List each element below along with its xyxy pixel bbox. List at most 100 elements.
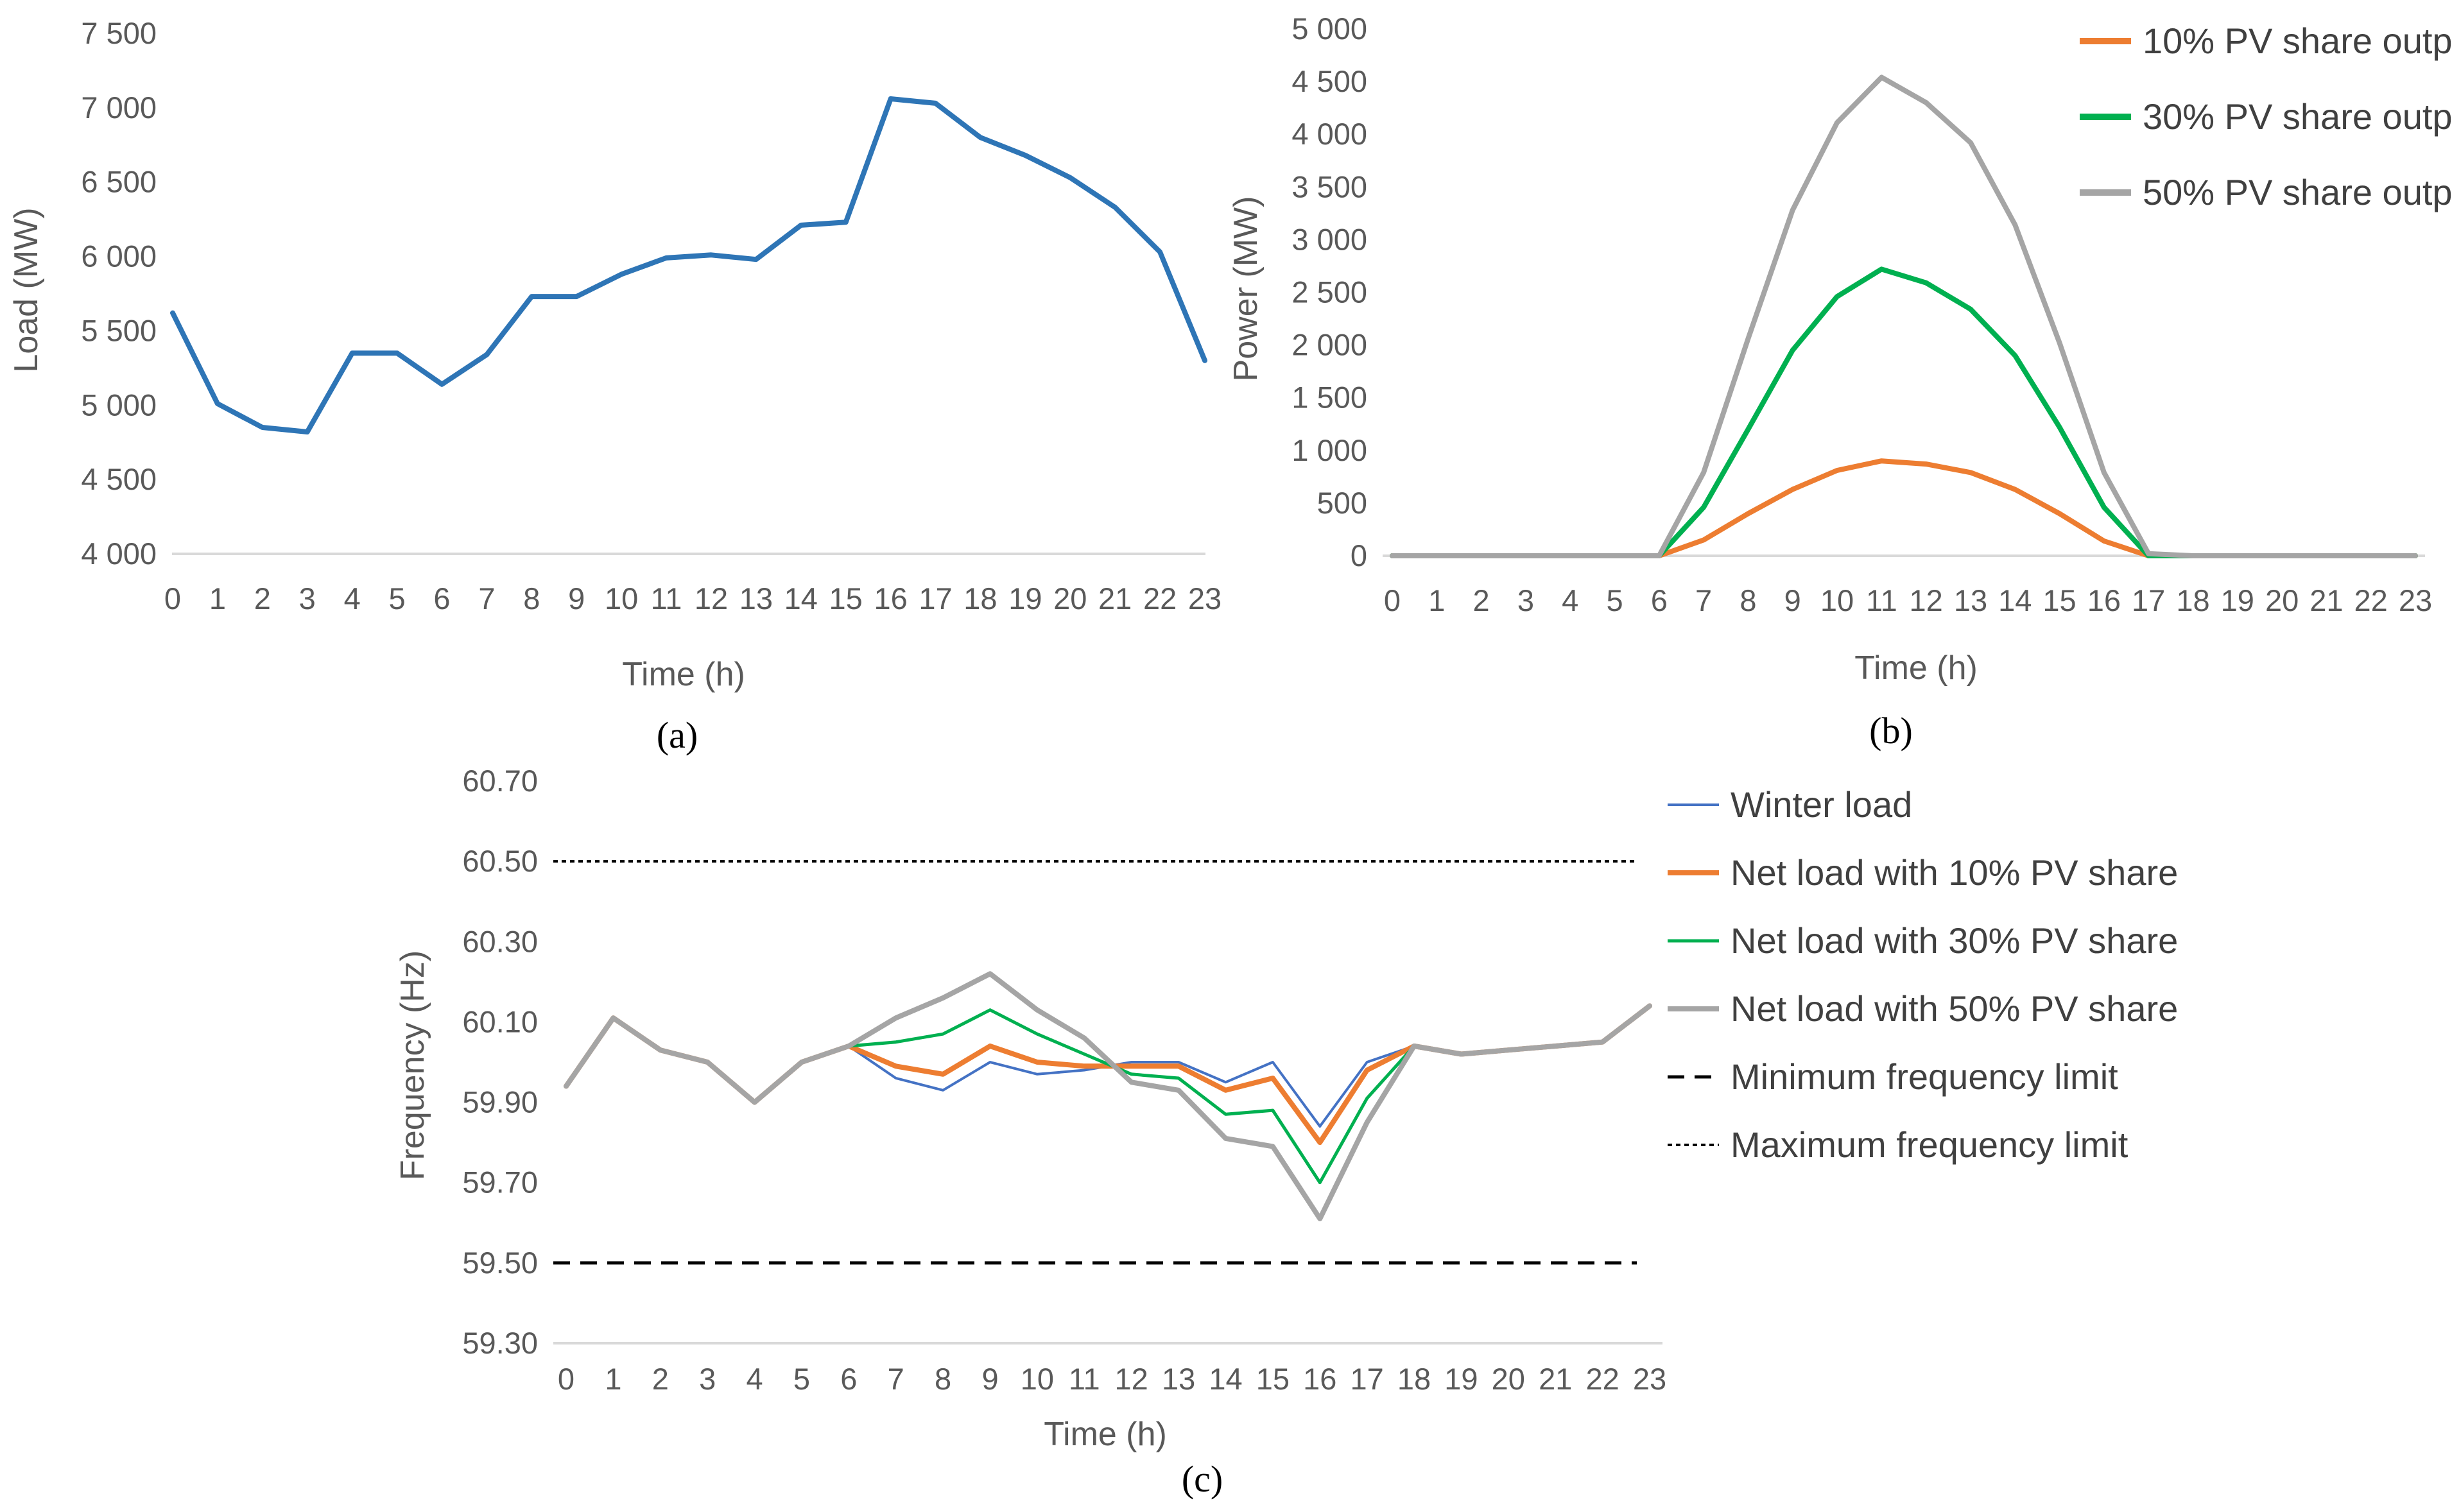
x-tick-label: 6	[840, 1362, 857, 1396]
x-tick-label: 22	[2354, 583, 2388, 617]
legend-label: 50% PV share output	[2143, 172, 2452, 212]
panel-caption: (c)	[1182, 1458, 1223, 1500]
x-tick-label: 19	[1444, 1362, 1478, 1396]
legend-label: Winter load	[1731, 784, 1912, 825]
legend-label: Minimum frequency limit	[1731, 1056, 2118, 1097]
y-tick-label: 1 500	[1291, 381, 1367, 415]
y-tick-label: 60.10	[462, 1004, 538, 1038]
chart-c: 59.30 59.50 59.70 59.90 60.10 60.30 60.50 60.70…	[394, 764, 2178, 1500]
x-tick-label: 21	[1098, 581, 1132, 615]
y-tick-label: 6 000	[81, 239, 157, 273]
legend-label: 10% PV share output	[2143, 21, 2452, 61]
y-tick-label: 59.50	[462, 1246, 538, 1280]
y-axis-title: Load (MW)	[8, 207, 45, 372]
x-tick-label: 18	[2176, 583, 2209, 617]
series-line-1	[1390, 266, 2418, 558]
y-tick-label: 5 500	[81, 313, 157, 347]
y-axis-title: Power (MW)	[1227, 196, 1265, 382]
chart-a: 4 000 4 500 5 000 5 500 6 000 6 500 7 000 7 500…	[8, 16, 1222, 756]
y-tick-label: 2 000	[1291, 328, 1367, 362]
x-tick-label: 4	[1562, 583, 1578, 617]
x-tick-label: 8	[523, 581, 540, 615]
x-tick-label: 18	[963, 581, 997, 615]
x-tick-label: 7	[888, 1362, 904, 1396]
y-tick-label: 2 500	[1291, 275, 1367, 309]
x-tick-label: 14	[1209, 1362, 1242, 1396]
y-tick-label: 4 000	[1291, 117, 1367, 151]
x-tick-label: 23	[2399, 583, 2432, 617]
x-tick-label: 8	[935, 1362, 951, 1396]
legend-label: Maximum frequency limit	[1731, 1124, 2128, 1165]
x-tick-label: 12	[1115, 1362, 1148, 1396]
x-tick-label: 21	[2310, 583, 2343, 617]
y-tick-label: 60.50	[462, 844, 538, 878]
x-tick-label: 6	[1651, 583, 1668, 617]
x-tick-label: 10	[1021, 1362, 1054, 1396]
x-tick-label: 4	[344, 581, 361, 615]
legend: 10% PV share output 30% PV share output 50…	[2080, 21, 2452, 212]
x-tick-label: 11	[651, 581, 682, 615]
x-tick-label: 3	[299, 581, 316, 615]
x-tick-label: 0	[558, 1362, 574, 1396]
x-tick-label: 19	[1008, 581, 1042, 615]
x-tick-label: 13	[739, 581, 773, 615]
series-line-3	[564, 971, 1652, 1221]
x-tick-label: 11	[1069, 1362, 1100, 1396]
x-tick-label: 23	[1188, 581, 1222, 615]
x-tick-label: 1	[209, 581, 226, 615]
y-tick-label: 6 500	[81, 165, 157, 199]
x-tick-label: 12	[1910, 583, 1943, 617]
x-tick-label: 23	[1633, 1362, 1666, 1396]
x-tick-label: 5	[793, 1362, 810, 1396]
y-tick-label: 5 000	[1291, 12, 1367, 46]
x-tick-label: 16	[1303, 1362, 1336, 1396]
y-tick-label: 60.30	[462, 924, 538, 958]
x-tick-label: 19	[2221, 583, 2254, 617]
x-tick-label: 3	[699, 1362, 716, 1396]
x-tick-label: 17	[919, 581, 952, 615]
y-tick-label: 7 500	[81, 16, 157, 50]
x-tick-label: 15	[1256, 1362, 1290, 1396]
x-axis-title: Time (h)	[1044, 1416, 1167, 1453]
x-tick-label: 0	[1384, 583, 1401, 617]
x-tick-label: 9	[981, 1362, 998, 1396]
x-tick-label: 6	[433, 581, 450, 615]
legend-label: Net load with 50% PV share	[1731, 988, 2178, 1029]
series-line-2	[1390, 74, 2418, 558]
x-tick-label: 21	[1539, 1362, 1572, 1396]
x-tick-label: 22	[1585, 1362, 1619, 1396]
x-tick-label: 20	[1053, 581, 1087, 615]
x-tick-label: 3	[1517, 583, 1534, 617]
x-tick-label: 2	[652, 1362, 669, 1396]
x-tick-label: 1	[605, 1362, 621, 1396]
y-tick-label: 4 500	[81, 462, 157, 496]
y-tick-label: 60.70	[462, 764, 538, 798]
y-tick-label: 59.90	[462, 1085, 538, 1119]
legend: Winter load Net load with 10% PV share Net…	[1668, 784, 2178, 1165]
x-tick-label: 7	[1695, 583, 1712, 617]
x-tick-label: 8	[1740, 583, 1756, 617]
series-line-2	[564, 1004, 1652, 1185]
y-axis-title: Frequency (Hz)	[394, 950, 431, 1180]
y-tick-label: 500	[1317, 486, 1367, 520]
y-tick-label: 0	[1351, 538, 1367, 572]
chart-b: 0 500 1 000 1 500 2 000 2 500 3 000 3 500 4 000 4…	[1227, 12, 2452, 752]
y-tick-label: 59.30	[462, 1326, 538, 1360]
panel-caption: (b)	[1869, 710, 1913, 752]
x-tick-label: 10	[605, 581, 638, 615]
legend-label: 30% PV share output	[2143, 96, 2452, 137]
series-line-0	[170, 96, 1207, 434]
x-tick-label: 16	[2087, 583, 2121, 617]
x-tick-label: 15	[829, 581, 863, 615]
y-tick-label: 7 000	[81, 90, 157, 125]
x-tick-label: 17	[1351, 1362, 1384, 1396]
x-tick-label: 11	[1866, 583, 1897, 617]
x-tick-label: 10	[1820, 583, 1854, 617]
x-tick-label: 7	[478, 581, 495, 615]
x-tick-label: 12	[695, 581, 728, 615]
x-tick-label: 20	[1492, 1362, 1525, 1396]
x-tick-label: 9	[1784, 583, 1801, 617]
x-tick-label: 1	[1428, 583, 1445, 617]
y-tick-label: 4 000	[81, 537, 157, 571]
